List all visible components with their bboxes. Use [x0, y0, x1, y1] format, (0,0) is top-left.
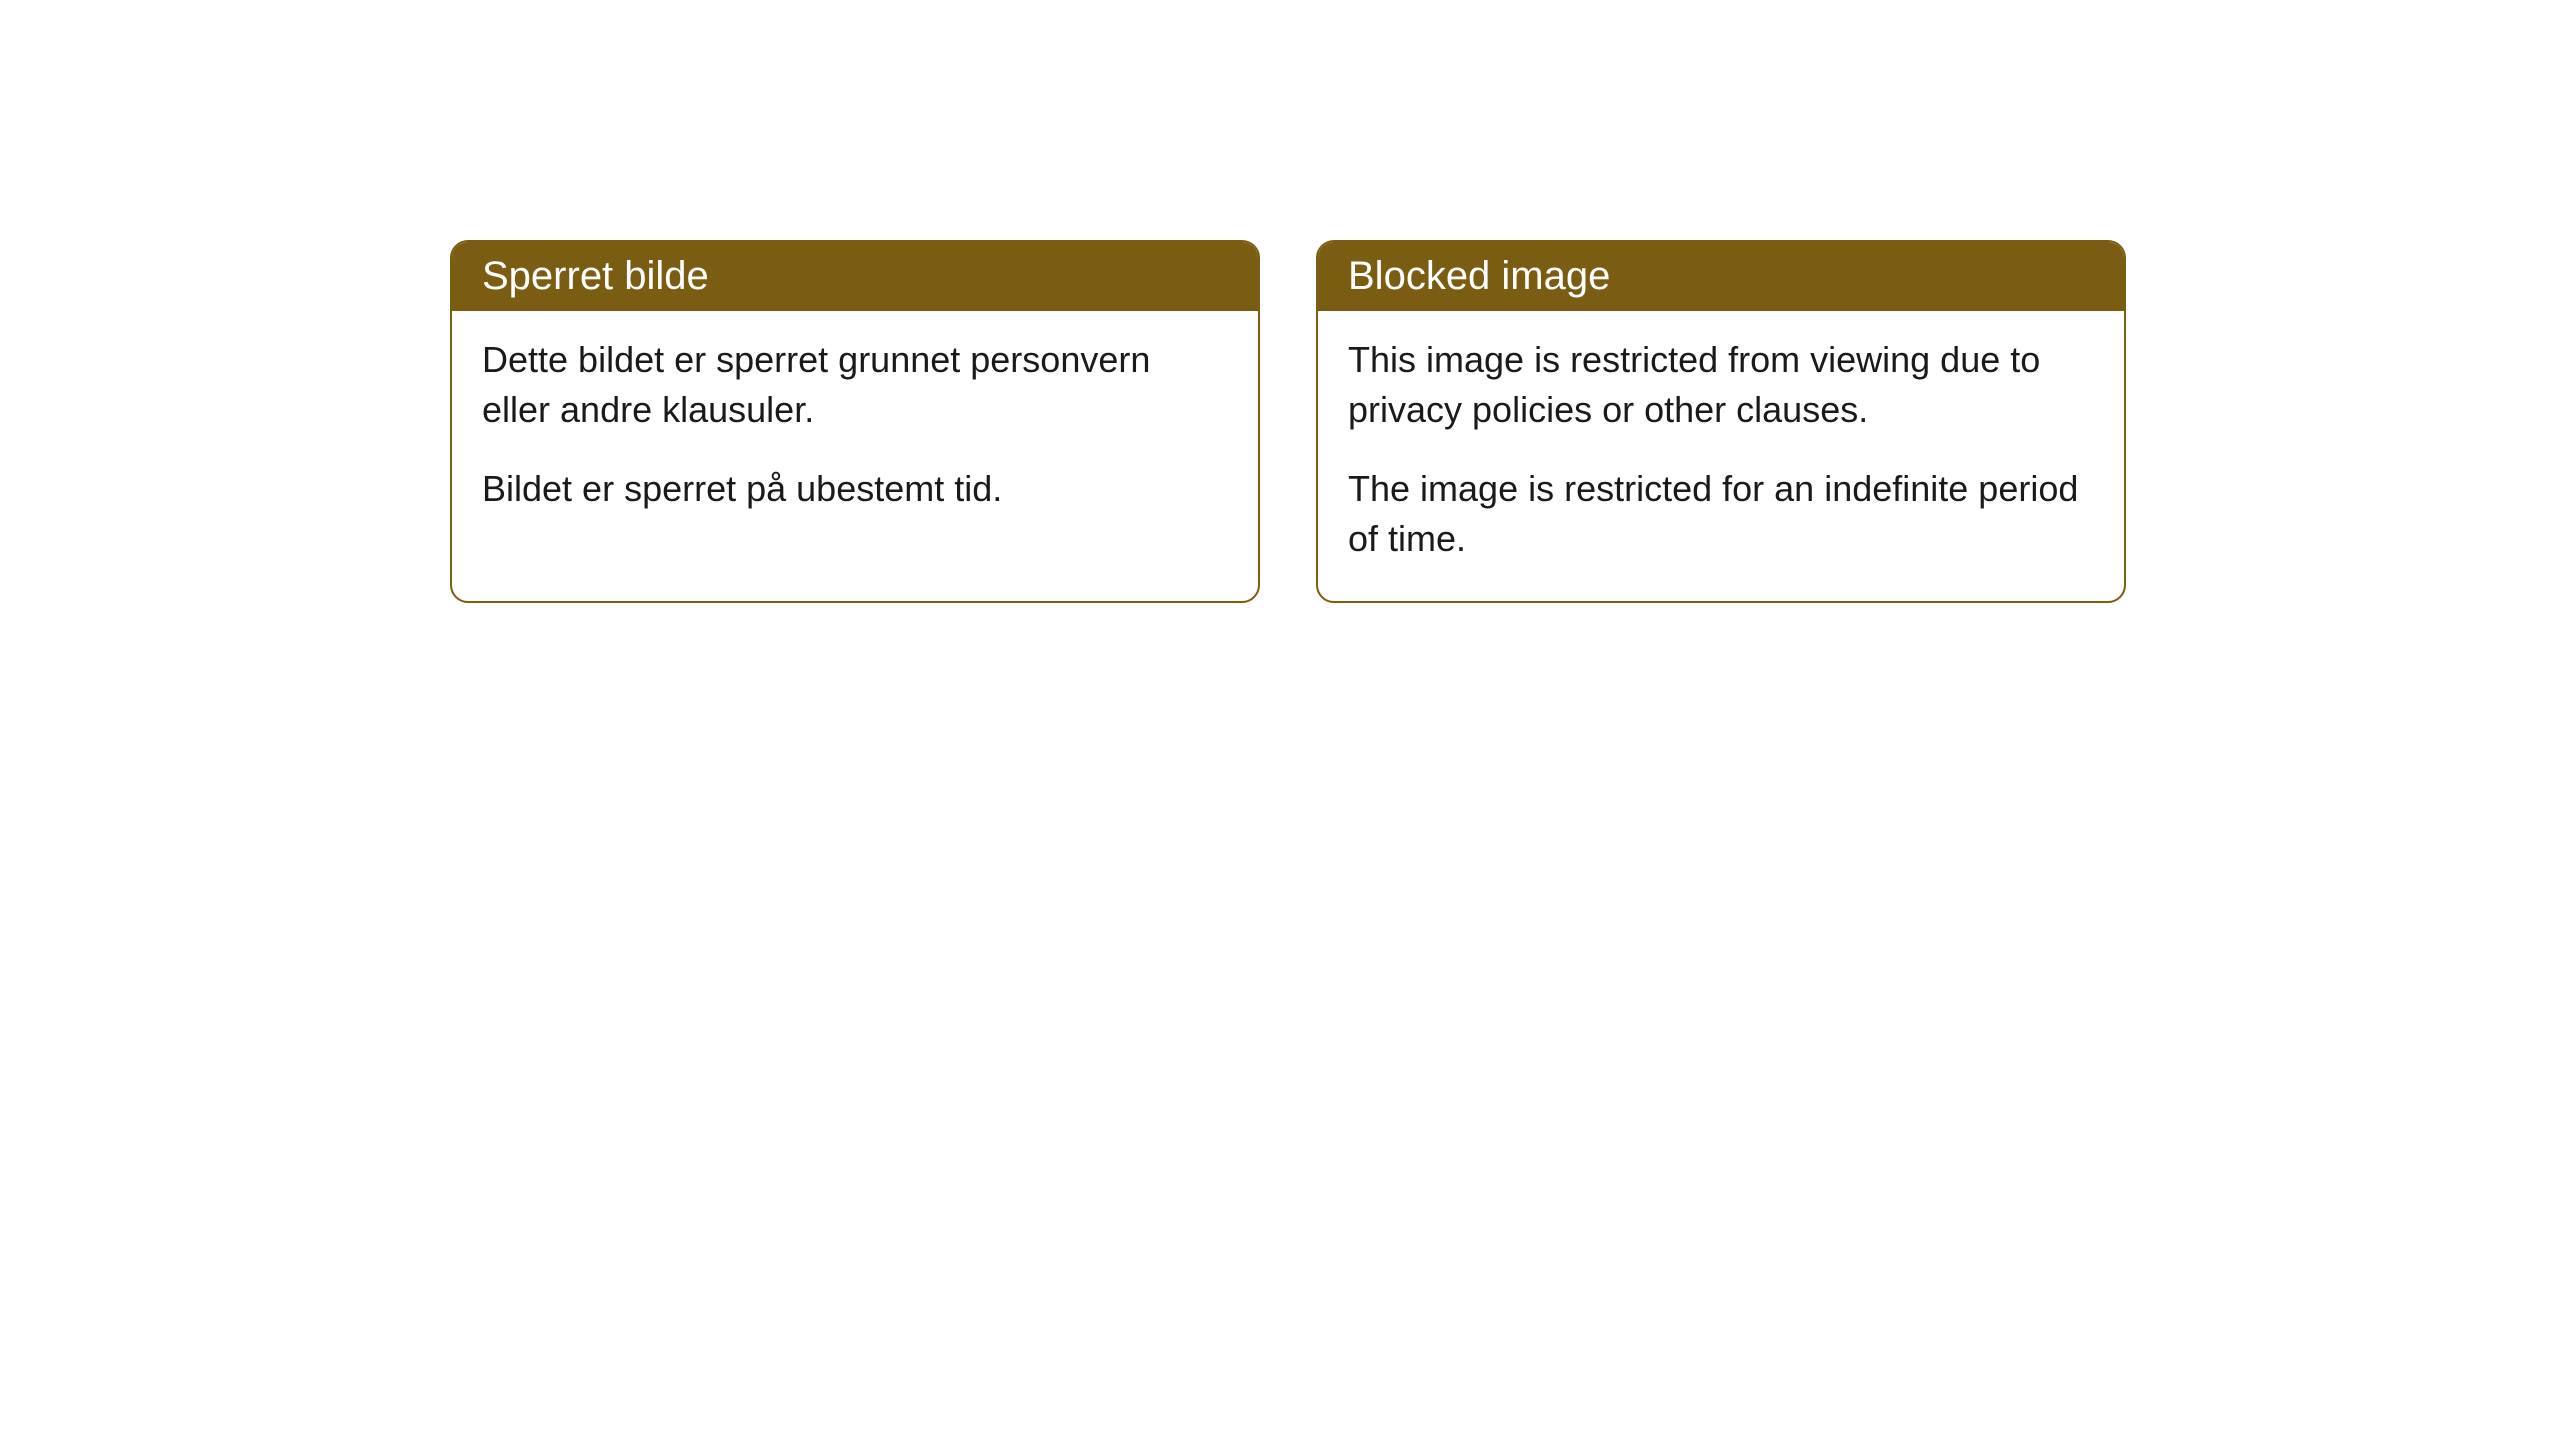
card-title: Sperret bilde: [482, 254, 709, 298]
card-norwegian: Sperret bilde Dette bildet er sperret gr…: [450, 240, 1260, 603]
card-title: Blocked image: [1348, 254, 1610, 298]
card-paragraph-2: The image is restricted for an indefinit…: [1348, 464, 2094, 565]
card-body-english: This image is restricted from viewing du…: [1318, 311, 2124, 601]
card-paragraph-1: Dette bildet er sperret grunnet personve…: [482, 335, 1228, 436]
card-paragraph-2: Bildet er sperret på ubestemt tid.: [482, 464, 1228, 514]
card-english: Blocked image This image is restricted f…: [1316, 240, 2126, 603]
card-header-norwegian: Sperret bilde: [452, 242, 1258, 311]
cards-container: Sperret bilde Dette bildet er sperret gr…: [450, 240, 2126, 603]
card-header-english: Blocked image: [1318, 242, 2124, 311]
card-paragraph-1: This image is restricted from viewing du…: [1348, 335, 2094, 436]
card-body-norwegian: Dette bildet er sperret grunnet personve…: [452, 311, 1258, 550]
